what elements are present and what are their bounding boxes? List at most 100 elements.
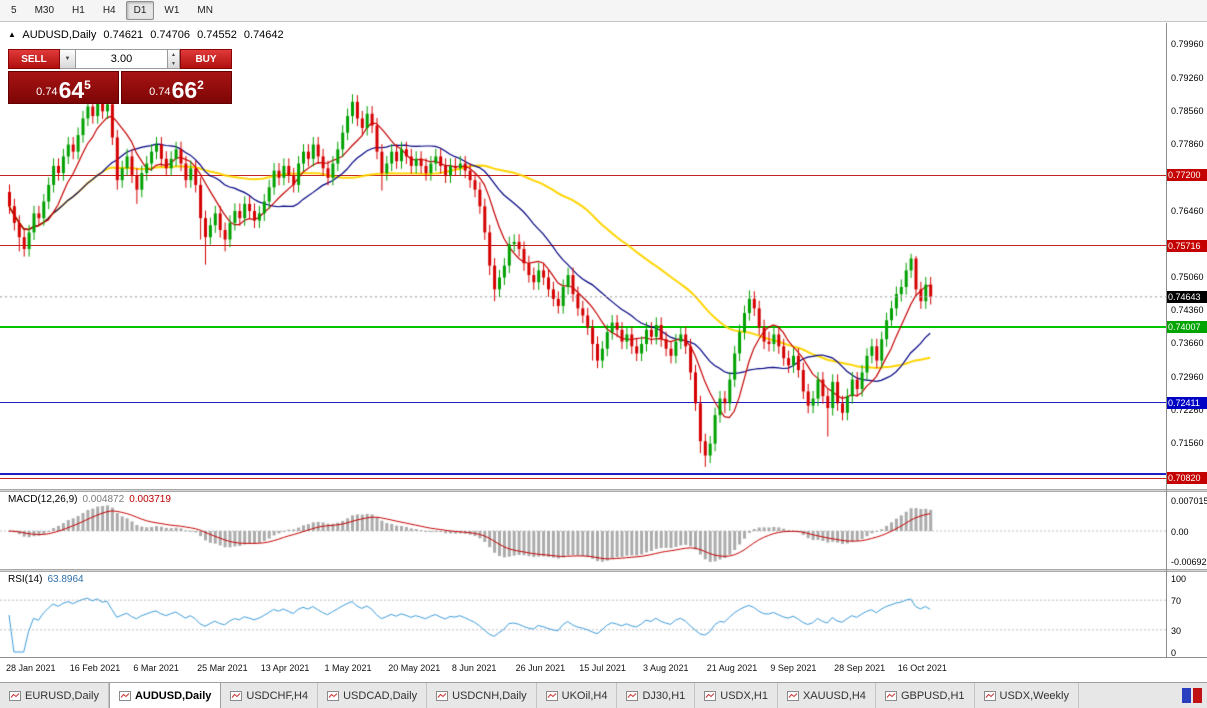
chart-tab-eurusd-daily[interactable]: EURUSD,Daily: [0, 683, 109, 708]
price-axis-label: 0.73660: [1171, 338, 1204, 349]
bid-big-digits: 64: [58, 77, 85, 103]
date-axis-label: 9 Sep 2021: [770, 663, 817, 673]
chart-tab-label: DJ30,H1: [642, 689, 686, 702]
date-axis-label: 28 Sep 2021: [834, 663, 886, 673]
status-indicator-red-icon: [1193, 688, 1202, 703]
chart-symbol-label: AUDUSD,Daily: [22, 29, 97, 41]
level-price-badge: 0.70820: [1167, 472, 1207, 485]
volume-input[interactable]: 3.00: [76, 49, 167, 69]
chart-tab-usdx-weekly[interactable]: USDX,Weekly: [974, 683, 1079, 708]
ohlc-high: 0.74706: [150, 29, 190, 41]
sell-price-display[interactable]: 0.74 64 5: [8, 71, 119, 104]
level-price-badge: 0.77200: [1167, 169, 1207, 182]
chart-tab-label: USDX,Weekly: [999, 689, 1069, 702]
date-axis-label: 3 Aug 2021: [643, 663, 689, 673]
chart-tab-dj30-h1[interactable]: DJ30,H1: [617, 683, 696, 708]
level-price-badge: 0.75716: [1167, 239, 1207, 252]
chart-tab-label: AUDUSD,Daily: [134, 689, 212, 702]
date-axis-label: 20 May 2021: [388, 663, 441, 673]
chart-tab-label: GBPUSD,H1: [900, 689, 965, 702]
date-axis-label: 21 Aug 2021: [706, 663, 758, 673]
price-axis-label: 0.72260: [1171, 404, 1204, 415]
rsi-value: 63.8964: [47, 574, 84, 585]
date-axis-label: 28 Jan 2021: [6, 663, 56, 673]
chart-tab-icon: [704, 690, 717, 701]
rsi-axis-label: 70: [1171, 596, 1182, 607]
chart-tab-gbpusd-h1[interactable]: GBPUSD,H1: [875, 683, 975, 708]
timeframe-button-w1[interactable]: W1: [164, 5, 180, 16]
one-click-trading-panel: SELL ▼ 3.00 ▲ ▼ BUY 0.74 64 5 0.74 66: [8, 49, 232, 104]
rsi-label-row: RSI(14) 63.8964: [8, 574, 84, 585]
chart-tab-icon: [884, 690, 897, 701]
level-price-badge: 0.74007: [1167, 321, 1207, 333]
chart-tab-icon: [327, 690, 340, 701]
timeframe-button-5[interactable]: 5: [11, 5, 17, 16]
timeframe-button-h4[interactable]: H4: [102, 5, 116, 16]
volume-increase-button[interactable]: ▲: [171, 51, 176, 58]
chart-tab-usdcad-daily[interactable]: USDCAD,Daily: [318, 683, 428, 708]
chart-symbol-icon: ▲: [8, 30, 16, 39]
timeframe-button-mn[interactable]: MN: [197, 5, 213, 16]
level-price-badge: 0.72411: [1167, 396, 1207, 409]
chart-tab-bar: EURUSD,Daily AUDUSD,Daily USDCHF,H4 USDCAD,…: [0, 682, 1207, 708]
chart-tab-icon: [545, 690, 558, 701]
price-axis-label: 0.71560: [1171, 438, 1204, 449]
chart-tab-usdcnh-daily[interactable]: USDCNH,Daily: [427, 683, 537, 708]
chart-tab-label: USDCNH,Daily: [452, 689, 527, 702]
chart-tab-icon: [626, 690, 639, 701]
ask-big-digits: 66: [171, 77, 198, 103]
chart-tab-ukoil-h4[interactable]: UKOil,H4: [536, 683, 618, 708]
tab-status: [1182, 683, 1207, 708]
ask-prefix: 0.74: [149, 86, 171, 98]
volume-dropdown-button[interactable]: ▼: [60, 49, 76, 69]
timeframe-button-d1[interactable]: D1: [125, 1, 155, 20]
price-axis-border: [1166, 23, 1167, 657]
ohlc-close: 0.74642: [243, 29, 284, 41]
date-axis-label: 8 Jun 2021: [451, 663, 497, 673]
ohlc-open: 0.74621: [103, 29, 144, 41]
rsi-axis-label: 30: [1171, 625, 1182, 636]
buy-price-display[interactable]: 0.74 66 2: [121, 71, 232, 104]
chart-tab-label: USDX,H1: [720, 689, 768, 702]
timeframe-button-h1[interactable]: H1: [72, 5, 85, 16]
chart-tab-audusd-daily[interactable]: AUDUSD,Daily: [108, 683, 222, 708]
current-price-badge: 0.74643: [1167, 290, 1207, 303]
status-indicator-blue-icon: [1182, 688, 1191, 703]
price-axis-label: 0.72960: [1171, 371, 1204, 382]
chart-tab-xauusd-h4[interactable]: XAUUSD,H4: [777, 683, 876, 708]
price-axis-label: 0.75060: [1171, 272, 1204, 282]
date-axis[interactable]: 28 Jan 2021 16 Feb 2021 6 Mar 2021 25 Mar 2…: [0, 657, 1207, 682]
price-axis-label: 0.78560: [1171, 105, 1204, 116]
chart-tab-label: UKOil,H4: [561, 689, 608, 702]
panel-splitter-rsi[interactable]: [0, 569, 1207, 572]
date-axis-label: 16 Oct 2021: [897, 663, 947, 673]
rsi-canvas[interactable]: [0, 572, 1166, 657]
chart-tab-usdchf-h4[interactable]: USDCHF,H4: [221, 683, 319, 708]
price-chart-panel: ▲ AUDUSD,Daily 0.74621 0.74706 0.74552 0…: [0, 23, 1166, 489]
rsi-panel: RSI(14) 63.8964: [0, 572, 1166, 657]
panel-splitter-macd[interactable]: [0, 489, 1207, 492]
timeframe-button-m30[interactable]: M30: [34, 5, 55, 16]
ask-pip-digit: 2: [197, 78, 204, 92]
macd-label: MACD(12,26,9): [8, 494, 78, 505]
date-axis-label: 1 May 2021: [324, 663, 372, 673]
chart-tab-icon: [230, 690, 243, 701]
volume-decrease-button[interactable]: ▼: [171, 60, 176, 67]
chart-tab-icon: [786, 690, 799, 701]
chart-tab-icon: [436, 690, 449, 701]
macd-canvas[interactable]: [0, 492, 1166, 569]
macd-signal-value: 0.003719: [129, 494, 171, 505]
chart-tab-label: USDCAD,Daily: [343, 689, 418, 702]
chart-tab-icon: [9, 690, 21, 701]
price-axis-label: 0.76460: [1171, 205, 1204, 216]
price-axis-label: 0.77860: [1171, 139, 1204, 150]
date-axis-label: 16 Feb 2021: [69, 663, 121, 673]
macd-label-row: MACD(12,26,9) 0.004872 0.003719: [8, 494, 171, 505]
sell-button[interactable]: SELL: [8, 49, 60, 69]
ohlc-low: 0.74552: [197, 29, 237, 41]
macd-axis-label: 0.00: [1171, 527, 1189, 537]
volume-stepper: ▲ ▼: [167, 49, 180, 69]
chart-tab-usdx-h1[interactable]: USDX,H1: [695, 683, 778, 708]
buy-button[interactable]: BUY: [180, 49, 232, 69]
